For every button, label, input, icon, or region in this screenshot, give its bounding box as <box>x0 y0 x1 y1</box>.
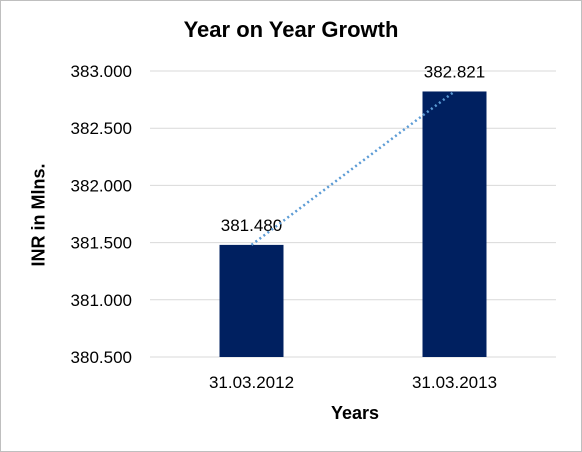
data-label: 382.821 <box>424 62 485 81</box>
y-tick-label: 382.500 <box>71 119 132 138</box>
x-tick-label: 31.03.2012 <box>209 373 294 392</box>
bar <box>219 244 284 357</box>
bar <box>422 91 487 357</box>
y-tick-label: 383.000 <box>71 62 132 81</box>
x-axis-label: Years <box>330 403 380 423</box>
y-tick-label: 381.000 <box>71 291 132 310</box>
y-tick-label: 380.500 <box>71 348 132 367</box>
y-tick-label: 381.500 <box>71 234 132 253</box>
data-label: 381.480 <box>221 216 282 235</box>
chart-title: Year on Year Growth <box>183 17 399 42</box>
x-tick-label: 31.03.2013 <box>412 373 497 392</box>
y-tick-label: 382.000 <box>71 176 132 195</box>
